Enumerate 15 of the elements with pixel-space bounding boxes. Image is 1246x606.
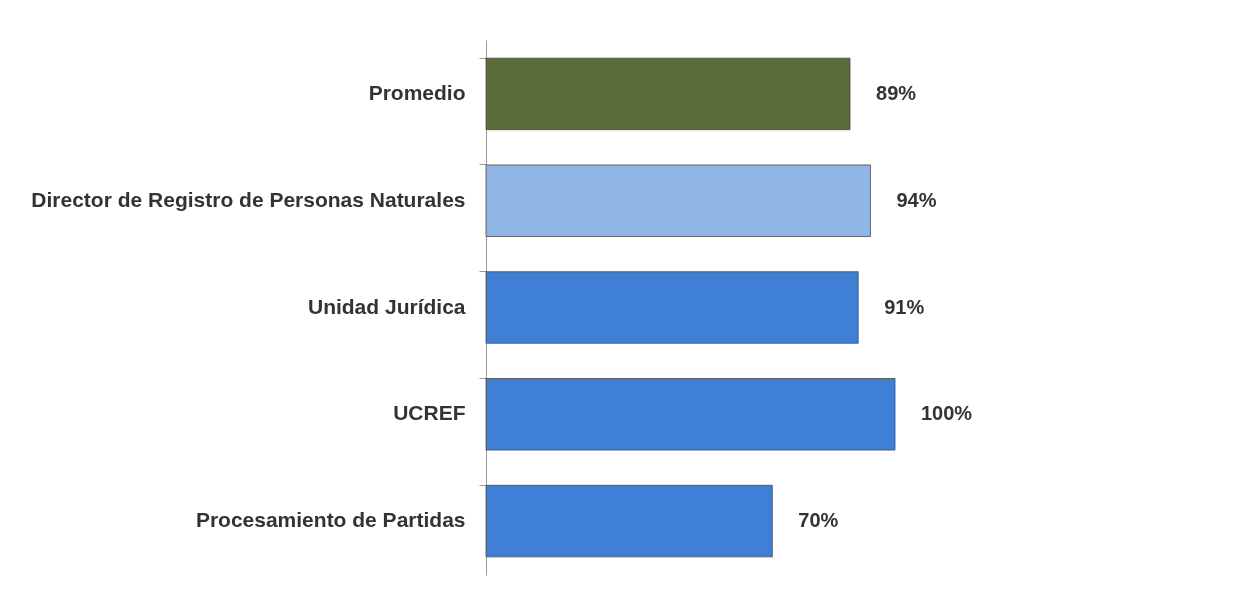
data-label: 94% (896, 188, 937, 211)
y-tick-label: Procesamiento de Partidas (195, 508, 466, 532)
y-tick-label: UCREF (393, 401, 466, 425)
bar (485, 271, 859, 344)
bar (485, 484, 773, 558)
data-label: 89% (876, 81, 917, 104)
data-label: 91% (884, 295, 925, 318)
data-label: 100% (921, 402, 973, 425)
y-tick-label: Director de Registro de Personas Naturales (31, 187, 466, 211)
y-tick-label: Promedio (368, 80, 466, 104)
bar (485, 57, 851, 131)
bar (485, 164, 871, 237)
bar (485, 378, 896, 451)
y-tick-label: Unidad Jurídica (307, 294, 466, 318)
data-label: 70% (798, 509, 839, 532)
